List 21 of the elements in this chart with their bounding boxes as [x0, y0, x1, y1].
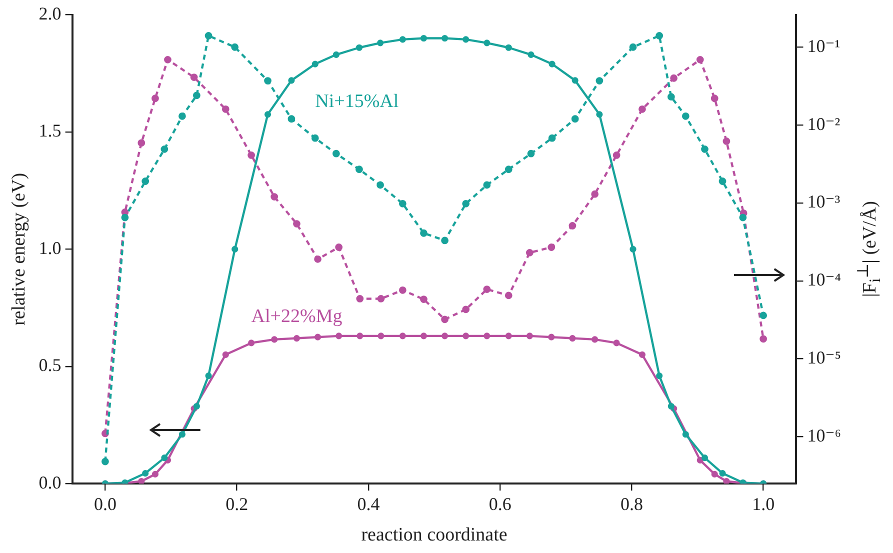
y2-tick-label: 10⁻⁴	[807, 270, 842, 290]
series-label: Al+22%Mg	[251, 306, 343, 327]
x-axis-title: reaction coordinate	[361, 524, 508, 546]
y-tick-label: 2.0	[38, 4, 62, 24]
x-tick-label: 0.0	[94, 494, 116, 514]
x-tick-label: 0.6	[488, 494, 512, 514]
x-tick-label: 1.0	[752, 494, 775, 514]
y2-tick-label: 10⁻²	[807, 114, 840, 134]
y2-tick-label: 10⁻⁶	[807, 425, 842, 446]
y-tick-label: 0.5	[38, 355, 62, 376]
x-tick-label: 0.2	[226, 494, 248, 514]
y-tick-label: 1.5	[38, 120, 62, 141]
y-tick-label: 1.0	[38, 238, 62, 258]
y-axis-title: relative energy (eV)	[8, 172, 30, 326]
y2-tick-label: 10⁻³	[807, 192, 841, 212]
y2-tick-label: 10⁻⁵	[807, 348, 842, 368]
y-tick-label: 0.0	[38, 472, 62, 492]
y2-tick-label: 10⁻¹	[807, 36, 840, 56]
series-label: Ni+15%Al	[315, 91, 399, 112]
x-tick-label: 0.8	[620, 494, 643, 514]
x-tick-label: 0.4	[357, 494, 380, 514]
